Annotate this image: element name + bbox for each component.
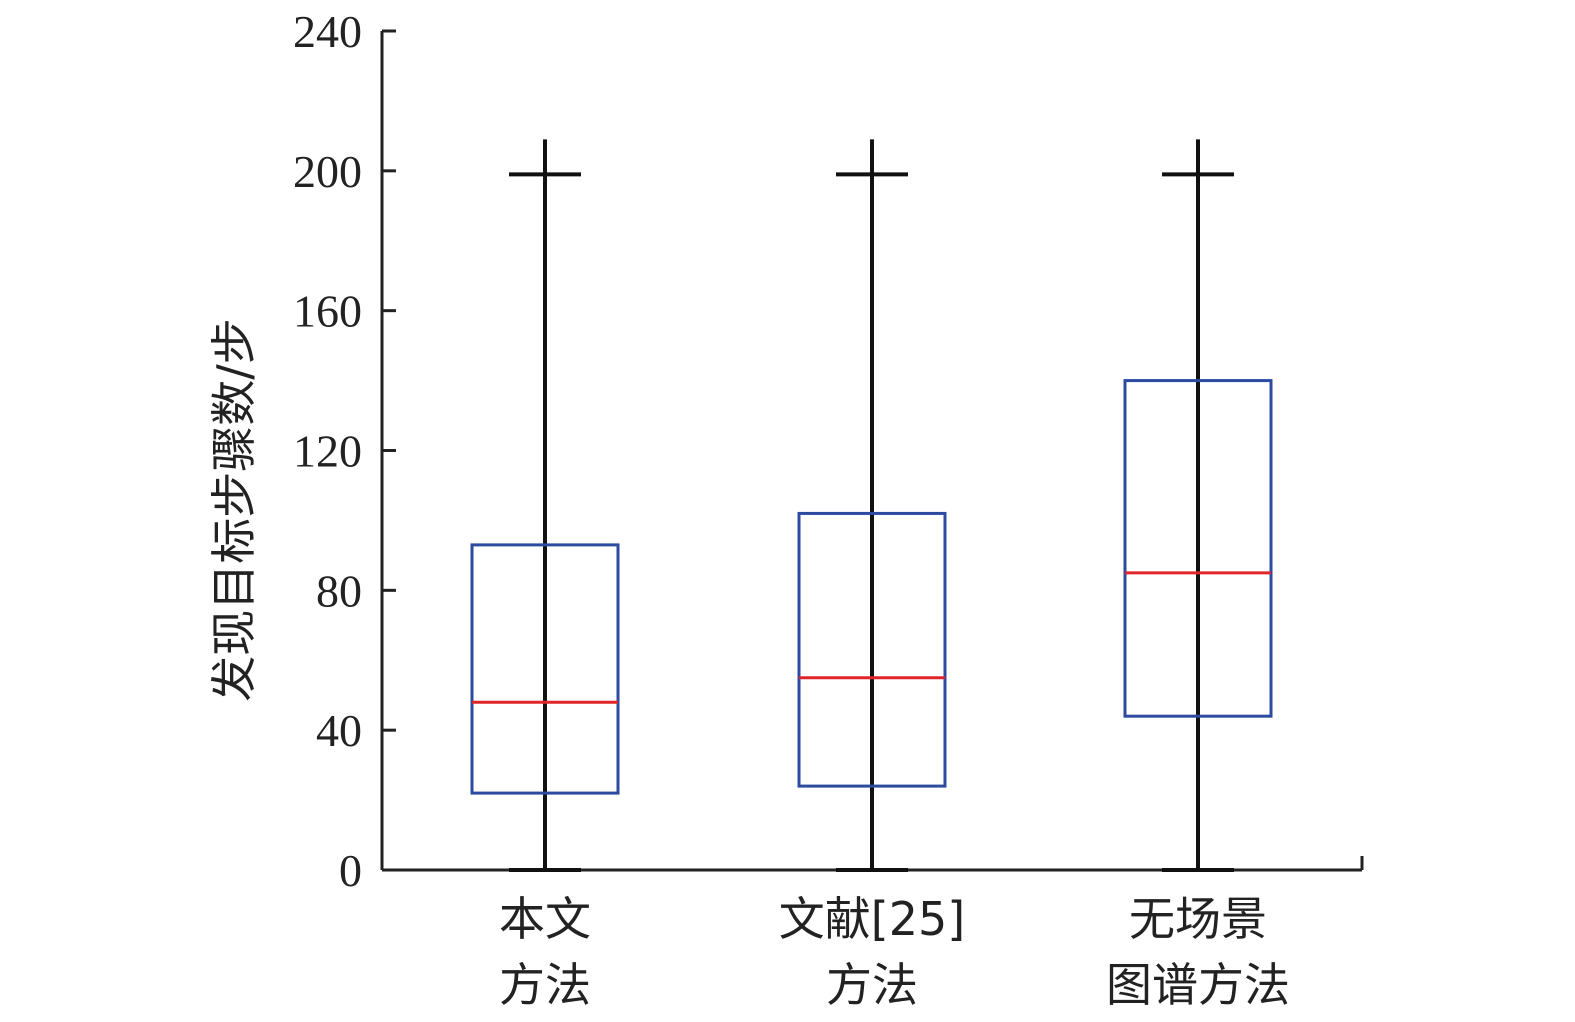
category-label: 图谱方法: [1106, 958, 1290, 1012]
boxes: [470, 139, 1273, 872]
iqr-box: [797, 511, 947, 788]
iqr-box: [470, 543, 620, 795]
y-tick-label: 80: [316, 565, 362, 616]
y-axis-title: 发现目标步骤数/步: [207, 318, 261, 702]
y-ticks: 0 40 80 120 160 200 240: [293, 6, 396, 896]
y-tick-label: 160: [293, 286, 362, 337]
y-tick-label: 40: [316, 705, 362, 756]
box-group: [470, 139, 620, 872]
y-tick-label: 0: [339, 845, 362, 896]
category-label: 无场景: [1129, 892, 1267, 946]
category-label: 方法: [499, 958, 591, 1012]
category-label: 本文: [499, 892, 591, 946]
category-label: 方法: [826, 958, 918, 1012]
box-group: [797, 139, 947, 872]
category-label: 文献[25]: [779, 892, 965, 946]
y-tick-label: 240: [293, 6, 362, 57]
box-group: [1123, 139, 1273, 872]
y-tick-label: 200: [293, 146, 362, 197]
iqr-box: [1123, 379, 1273, 718]
y-tick-label: 120: [293, 426, 362, 477]
